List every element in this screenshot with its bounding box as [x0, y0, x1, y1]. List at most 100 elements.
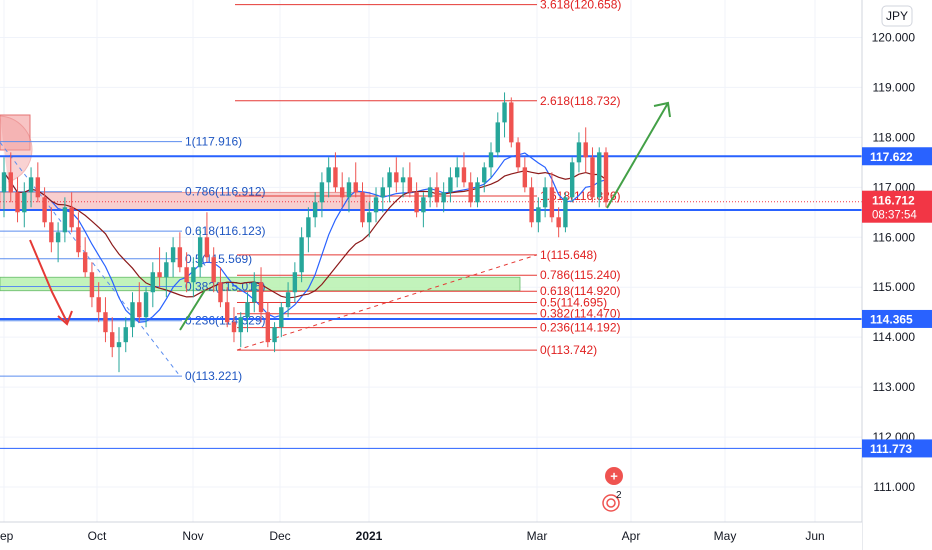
- y-tick-label: 120.000: [872, 30, 916, 44]
- candle-body: [509, 102, 514, 143]
- y-tick-label: 116.000: [873, 230, 916, 244]
- time-axis[interactable]: ep Oct Nov Dec 2021 Mar Apr May Jun: [0, 521, 862, 550]
- fib-left-label: 0.618(116.123): [185, 224, 266, 238]
- candle-body: [150, 272, 156, 293]
- candle-body: [549, 187, 555, 218]
- y-tick-label: 115.000: [873, 280, 916, 294]
- candle-body: [35, 177, 41, 198]
- candle-body: [482, 167, 487, 183]
- y-tick-label: 119.000: [873, 80, 916, 94]
- current-price-tag: [862, 190, 932, 223]
- time-axis-bg: [0, 522, 862, 550]
- event-flag-icon-glyph: +: [610, 469, 618, 484]
- candle-body: [279, 307, 284, 328]
- candle-body: [569, 162, 575, 198]
- candle-body: [407, 177, 413, 193]
- candle-body: [245, 302, 250, 318]
- candle-body: [346, 182, 352, 198]
- price-tag-label: 111.773: [870, 442, 912, 456]
- candle-body: [143, 292, 149, 318]
- candle-body: [238, 317, 243, 333]
- candle-body: [299, 237, 304, 273]
- candle-body: [326, 167, 331, 183]
- price-axis-bg: [862, 0, 932, 550]
- down-arrow-head: [57, 310, 73, 326]
- fib-right-label: 0.786(115.240): [540, 268, 621, 282]
- candle-body: [448, 177, 453, 193]
- x-tick-label: ep: [0, 529, 14, 543]
- candle-body: [488, 152, 494, 168]
- fib-right-label: 0.382(114.470): [540, 307, 621, 321]
- candle-body: [563, 197, 568, 228]
- candle-body: [184, 267, 189, 283]
- candle-body: [556, 217, 561, 228]
- candle-body: [576, 142, 582, 163]
- x-tick-label: Nov: [182, 529, 203, 543]
- candle-body: [89, 272, 95, 298]
- candle-body: [306, 217, 311, 238]
- x-tick-label: Oct: [88, 529, 107, 543]
- candle-body: [231, 322, 237, 333]
- candle-body: [55, 232, 61, 243]
- candle-body: [1, 172, 7, 193]
- x-tick-label: Apr: [622, 529, 641, 543]
- candle-body: [272, 327, 277, 343]
- currency-button: [881, 5, 913, 27]
- candle-body: [468, 182, 473, 203]
- y-tick-label: 113.000: [873, 380, 916, 394]
- candle-body: [130, 302, 135, 328]
- candle-body: [590, 157, 595, 198]
- current-price-label: 116.712: [872, 194, 915, 208]
- candle-body: [76, 227, 81, 253]
- candle-body: [285, 292, 291, 308]
- candle-body: [42, 197, 47, 223]
- candle-body: [515, 142, 521, 168]
- candle-body: [110, 332, 115, 348]
- fib-extension-label: 3.618(120.658): [540, 0, 621, 12]
- candle-body: [340, 187, 345, 198]
- candle-body: [333, 167, 338, 188]
- x-tick-label: Mar: [527, 529, 548, 543]
- small-up-arrow: [179, 289, 206, 331]
- candle-body: [170, 247, 176, 263]
- fib-left-label: 0(113.221): [185, 369, 242, 383]
- candle-body: [116, 342, 122, 348]
- candle-body: [597, 152, 602, 198]
- candle-body: [164, 262, 169, 278]
- candle-body: [265, 312, 270, 343]
- candle-body: [252, 282, 257, 303]
- candle-body: [427, 187, 433, 198]
- candle-body: [177, 247, 183, 268]
- candle-body: [502, 102, 507, 123]
- candles: [1, 92, 609, 373]
- candle-body: [137, 302, 142, 318]
- event-count-badge: 2: [616, 490, 622, 501]
- candle-body: [258, 282, 264, 313]
- price-axis[interactable]: 111.000112.000113.000114.000115.000116.0…: [861, 0, 932, 550]
- candle-body: [353, 182, 358, 193]
- candle-body: [603, 152, 609, 203]
- moving-averages: [3, 152, 607, 323]
- countdown-label: 08:37:54: [872, 210, 917, 222]
- price-tag: [862, 309, 932, 328]
- candle-body: [157, 272, 162, 278]
- fib-left-label: 1(117.916): [185, 135, 242, 149]
- fibonacci-levels: 1(117.916) 0.786(116.912) 0.618(116.123) 0.…: [0, 0, 621, 383]
- highlight-circle: [0, 115, 33, 183]
- candle-body: [542, 187, 548, 208]
- candle-body: [49, 222, 54, 243]
- candle-body: [367, 212, 372, 223]
- candle-body: [529, 187, 534, 223]
- down-arrow: [29, 239, 68, 323]
- up-arrow-head: [653, 101, 671, 118]
- candle-body: [394, 172, 399, 183]
- candle-body: [387, 172, 392, 188]
- horizontal-levels: [0, 155, 862, 449]
- grid: [0, 0, 862, 522]
- x-tick-label: Jun: [805, 529, 824, 543]
- candle-body: [414, 192, 419, 213]
- x-tick-label: May: [714, 529, 737, 543]
- price-tag-label: 117.622: [870, 150, 913, 164]
- y-tick-label: 118.000: [873, 130, 916, 144]
